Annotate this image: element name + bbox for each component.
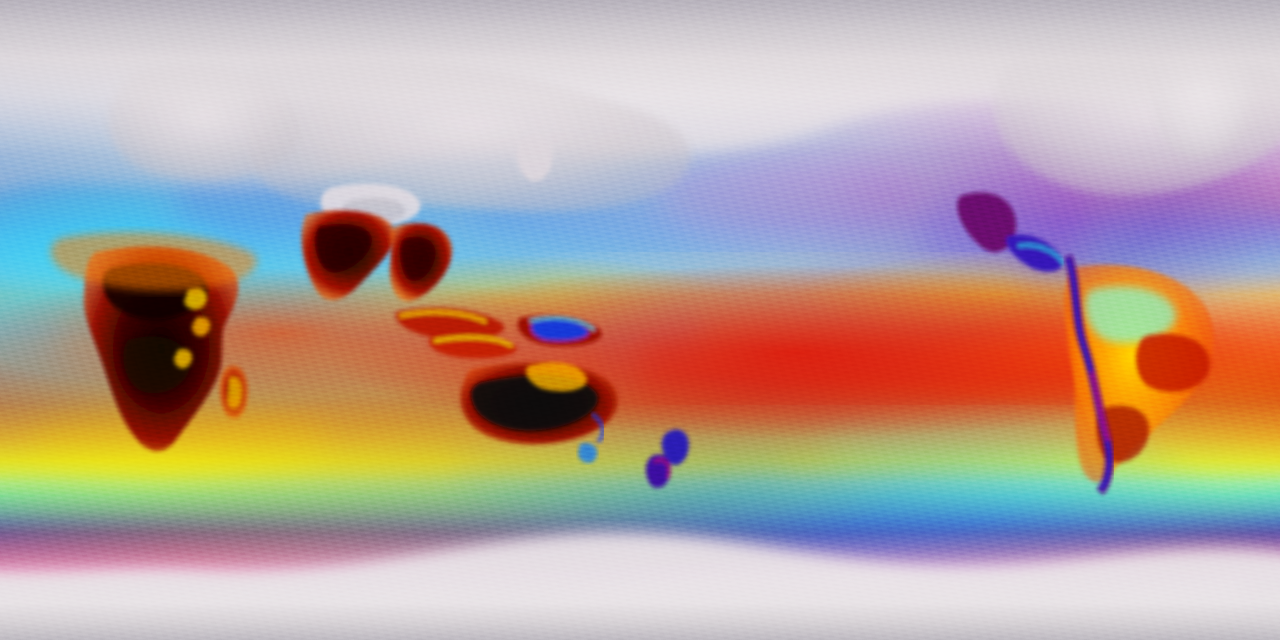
landmass-indochina [389,223,453,302]
landmass-australia [460,362,618,445]
landmass-central-america [957,192,1066,272]
arctic-cap [0,0,1280,154]
landmass-india [301,210,396,301]
landmass-madagascar [219,365,248,419]
landmass-indonesia [395,307,517,359]
landmass-andes [1063,254,1114,495]
landmass-tasmania [578,442,598,463]
antarctic-cap [0,531,1280,640]
landmass-africa [50,232,257,452]
landmass-new-zealand [645,429,689,488]
landmass-new-guinea [517,314,602,347]
